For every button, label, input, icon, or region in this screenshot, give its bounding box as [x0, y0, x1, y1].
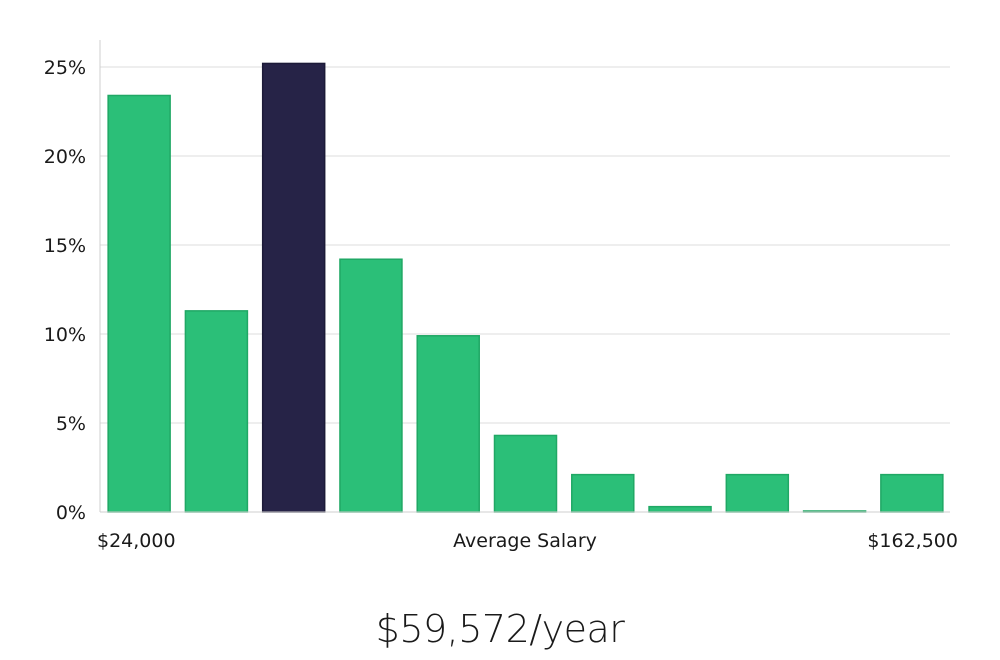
- bar: [648, 505, 712, 513]
- bar: [493, 434, 558, 513]
- bar: [184, 310, 249, 513]
- x-range-max-label: $162,500: [867, 530, 958, 552]
- y-tick-label: 10%: [44, 324, 86, 346]
- y-tick-label: 5%: [56, 413, 86, 435]
- x-axis-title: Average Salary: [453, 530, 597, 552]
- bar: [725, 473, 790, 513]
- y-tick-label: 25%: [44, 57, 86, 79]
- chart-canvas: 0% 5% 10% 15% 20% 25% $24,000 Average Salary $16…: [44, 40, 958, 552]
- x-range-min-label: $24,000: [97, 530, 176, 552]
- bar-highlighted: [261, 62, 326, 513]
- bar: [107, 94, 171, 513]
- y-tick-label: 20%: [44, 146, 86, 168]
- bar: [339, 258, 403, 513]
- y-tick-label: 0%: [56, 502, 86, 524]
- y-tick-label: 15%: [44, 235, 86, 257]
- bar: [880, 473, 944, 513]
- average-salary-headline: $59,572/year: [375, 607, 625, 651]
- bar: [416, 335, 480, 513]
- bar: [571, 473, 635, 513]
